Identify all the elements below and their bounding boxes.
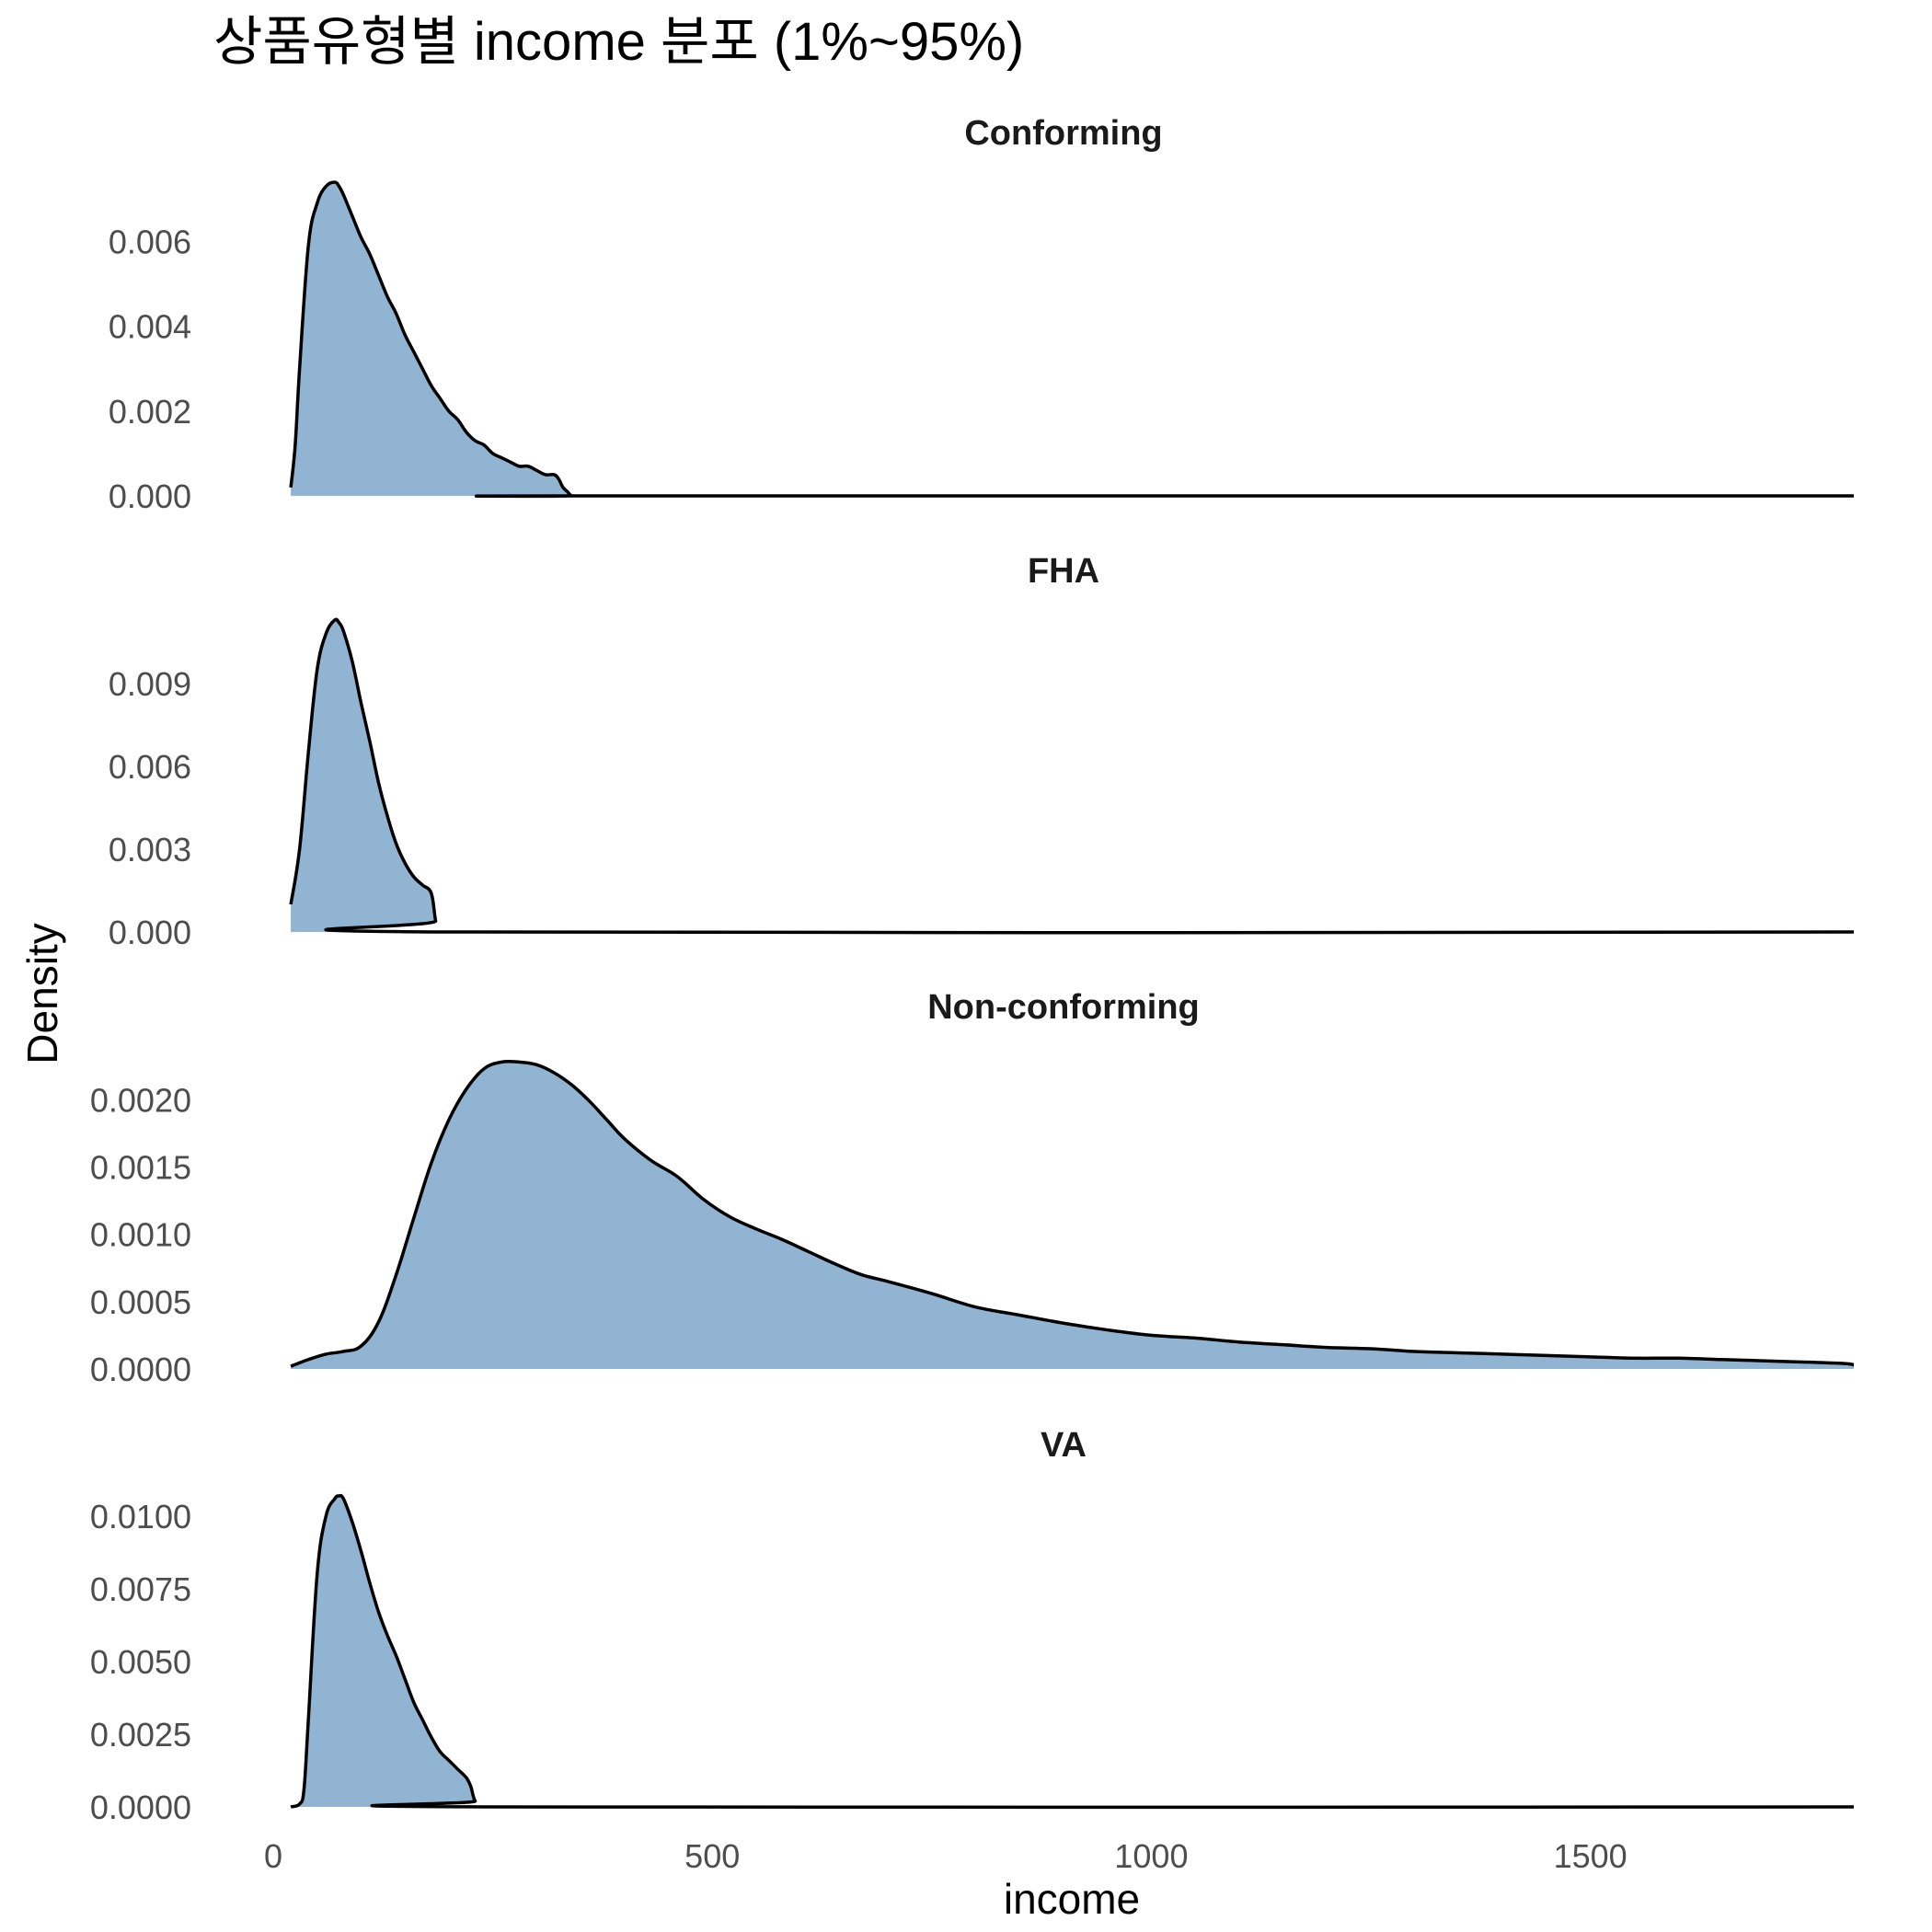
y-tick-label: 0.0000: [90, 1351, 191, 1388]
density-area: [291, 1061, 1855, 1369]
facet-fha: FHA 0.000 0.003 0.006 0.009: [109, 552, 1855, 951]
density-area: [291, 619, 1855, 933]
facet-conforming: Conforming 0.000 0.002 0.004 0.006: [109, 114, 1855, 515]
y-tick-label: 0.006: [109, 224, 191, 261]
y-tick-label: 0.000: [109, 914, 191, 951]
density-line: [290, 1059, 1855, 1368]
x-axis-ticks: 0 500 1000 1500: [264, 1837, 1627, 1875]
y-tick-label: 0.000: [109, 477, 191, 515]
density-area: [291, 1495, 1855, 1808]
y-tick-label: 0.0100: [90, 1498, 191, 1535]
x-tick-label: 1000: [1114, 1837, 1188, 1875]
x-tick-label: 500: [684, 1837, 740, 1875]
y-tick-label: 0.0015: [90, 1149, 191, 1187]
y-tick-label: 0.004: [109, 308, 191, 346]
facet-label: Conforming: [964, 114, 1162, 153]
y-tick-label: 0.0075: [90, 1570, 191, 1608]
facet-va: VA 0.0000 0.0025 0.0050 0.0075 0.0100: [90, 1426, 1855, 1826]
y-tick-label: 0.0005: [90, 1283, 191, 1321]
y-tick-label: 0.0020: [90, 1081, 191, 1119]
density-area: [291, 182, 1855, 497]
density-line: [289, 617, 1855, 935]
facet-non-conforming: Non-conforming 0.0000 0.0005 0.0010 0.0015 0.…: [90, 988, 1855, 1388]
facet-label: FHA: [1028, 552, 1099, 591]
y-tick-label: 0.0010: [90, 1216, 191, 1254]
facet-panels: Conforming 0.000 0.002 0.004 0.006 FHA 0.000 0.…: [90, 114, 1855, 1826]
y-axis-label: Density: [18, 923, 66, 1064]
chart-title: 상품유형별 income 분포 (1%~95%): [213, 12, 1024, 72]
facet-label: Non-conforming: [927, 988, 1200, 1027]
facet-label: VA: [1041, 1426, 1087, 1465]
y-tick-label: 0.009: [109, 665, 191, 703]
density-line: [289, 180, 1854, 499]
x-tick-label: 0: [264, 1837, 282, 1875]
y-tick-label: 0.0025: [90, 1716, 191, 1754]
x-tick-label: 1500: [1554, 1837, 1627, 1875]
density-line: [290, 1493, 1855, 1810]
x-axis-label: income: [1004, 1875, 1140, 1923]
y-tick-label: 0.0050: [90, 1643, 191, 1681]
y-tick-label: 0.002: [109, 393, 191, 431]
y-tick-label: 0.0000: [90, 1788, 191, 1826]
y-tick-label: 0.006: [109, 748, 191, 786]
y-tick-label: 0.003: [109, 831, 191, 868]
